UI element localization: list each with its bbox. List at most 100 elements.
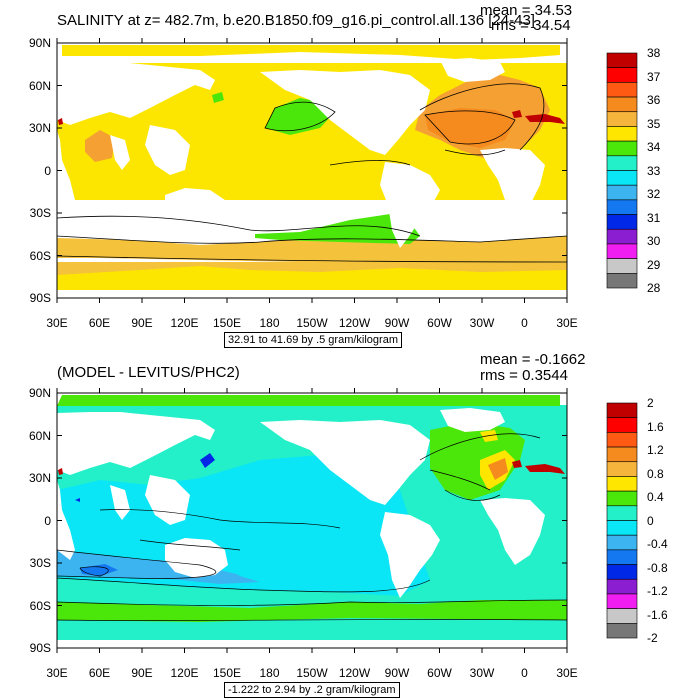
colorbar-swatch — [606, 593, 638, 609]
longitude-tick-label: 30W — [469, 316, 495, 330]
map-title: SALINITY at z= 482.7m, b.e20.B1850.f09_g… — [57, 12, 535, 29]
longitude-tick-label: 90W — [384, 666, 410, 680]
contour-range-box: 32.91 to 41.69 by .5 gram/kilogram — [224, 332, 402, 348]
colorbar-swatch — [606, 52, 638, 68]
longitude-tick-label: 30E — [46, 666, 68, 680]
colorbar — [606, 52, 638, 289]
salinity-map-panel: SALINITY at z= 482.7m, b.e20.B1850.f09_g… — [28, 2, 661, 348]
salinity-difference-map-panel: (MODEL - LEVITUS/PHC2) mean = -0.1662 rm… — [0, 350, 700, 700]
latitude-tick-label: 0 — [44, 163, 51, 178]
antarctica-land — [57, 290, 567, 298]
antarctic-yellow — [57, 266, 567, 290]
red-sea-high — [58, 468, 63, 475]
eurasia-land — [57, 412, 215, 475]
arctic-ocean — [62, 45, 560, 60]
small-green-patch — [212, 92, 224, 103]
colorbar-label: -0.8 — [647, 560, 668, 575]
mediterranean-high — [512, 110, 565, 124]
greenland-land — [440, 58, 505, 82]
longitude-tick-label: 120E — [170, 316, 199, 330]
colorbar-swatch — [606, 578, 638, 595]
latitude-tick-label: 30S — [29, 556, 51, 570]
colorbar-swatch — [606, 96, 638, 113]
colorbar-label: -1.6 — [647, 607, 668, 622]
latitude-tick-label: 30N — [28, 121, 51, 135]
colorbar-label: 38 — [647, 46, 661, 60]
colorbar-swatch — [606, 199, 638, 215]
longitude-tick-label: 60W — [427, 666, 452, 680]
contour-lines — [57, 83, 567, 263]
colorbar-label: -2 — [647, 631, 658, 645]
longitude-tick-label: 120W — [338, 666, 371, 680]
australia-land — [165, 188, 228, 228]
latitude-tick-label: 30N — [28, 471, 51, 485]
contour-lines — [57, 433, 567, 621]
colorbar-swatch — [606, 476, 638, 492]
longitude-tick-label: 60E — [88, 316, 111, 330]
colorbar-label: 31 — [647, 210, 661, 225]
arabian-sea-high — [85, 130, 115, 162]
rms-stat: rms = 34.54 — [491, 17, 571, 34]
colorbar-swatch — [606, 608, 638, 624]
longitude-tick-label: 120W — [338, 316, 371, 330]
colorbar-swatch — [606, 564, 638, 580]
colorbar-label: -0.4 — [647, 537, 668, 551]
colorbar-label: 37 — [647, 69, 661, 84]
colorbar-label: 1.6 — [647, 419, 664, 434]
longitude-tick-label: 150W — [296, 666, 328, 680]
colorbar-swatch — [606, 184, 638, 201]
colorbar-label: 0.8 — [647, 466, 664, 481]
africa-land — [57, 130, 75, 210]
colorbar-swatch — [606, 111, 638, 127]
colorbar-swatch — [606, 534, 638, 551]
africa-east-land — [480, 498, 545, 565]
longitude-tick-label: 150E — [212, 666, 242, 680]
southern-ocean-band — [57, 236, 567, 264]
difference-map-graphic — [56, 388, 638, 653]
rms-stat: rms = 0.3544 — [480, 367, 568, 384]
sea-of-okhotsk-blue — [200, 453, 215, 468]
axis-ticks — [56, 38, 568, 303]
eurasia-land — [57, 62, 215, 125]
latitude-tick-label: 90S — [29, 291, 51, 305]
arctic-green — [57, 395, 560, 406]
longitude-tick-label: 30E — [46, 316, 68, 330]
salinity-map-graphic — [56, 38, 638, 303]
longitude-tick-label: 60W — [427, 316, 452, 330]
north-america-land — [260, 70, 430, 155]
longitude-tick-label: 150E — [212, 316, 242, 330]
mediterranean-high — [512, 460, 565, 474]
longitude-tick-label: 180 — [259, 316, 280, 330]
red-sea-high — [58, 118, 63, 125]
colorbar-swatch — [606, 258, 638, 274]
colorbar-label: 34 — [647, 140, 661, 154]
southeast-asia-land — [145, 475, 190, 525]
colorbar-label: 1.2 — [647, 443, 664, 457]
mean-stat: mean = -0.1662 — [480, 351, 586, 368]
south-america-land — [380, 162, 440, 248]
north-atlantic-core — [425, 108, 515, 148]
australia-land — [165, 538, 228, 578]
longitude-tick-label: 180 — [259, 666, 280, 680]
colorbar-label: 2 — [647, 396, 654, 410]
colorbar-swatch — [606, 214, 638, 230]
latitude-tick-label: 90N — [28, 386, 51, 400]
latitude-tick-label: 90N — [28, 36, 51, 50]
mean-stat: mean = 34.53 — [480, 2, 573, 19]
indian-subcontinent — [110, 485, 130, 520]
difference-field — [57, 393, 567, 648]
atlantic-orange — [488, 458, 508, 480]
colorbar-swatch — [606, 126, 638, 142]
colorbar-swatch — [606, 228, 638, 245]
longitude-tick-label: 90E — [131, 666, 153, 680]
colorbar-swatch — [606, 273, 638, 289]
longitude-tick-label: 150W — [296, 316, 328, 330]
colorbar-swatch — [606, 446, 638, 463]
latitude-tick-label: 0 — [44, 513, 51, 528]
colorbar-swatch — [606, 155, 638, 171]
colorbar-swatch — [606, 140, 638, 157]
greenland-land — [440, 408, 505, 432]
colorbar-swatch — [606, 402, 638, 418]
colorbar-label: 33 — [647, 163, 661, 178]
colorbar-swatch — [606, 67, 638, 83]
